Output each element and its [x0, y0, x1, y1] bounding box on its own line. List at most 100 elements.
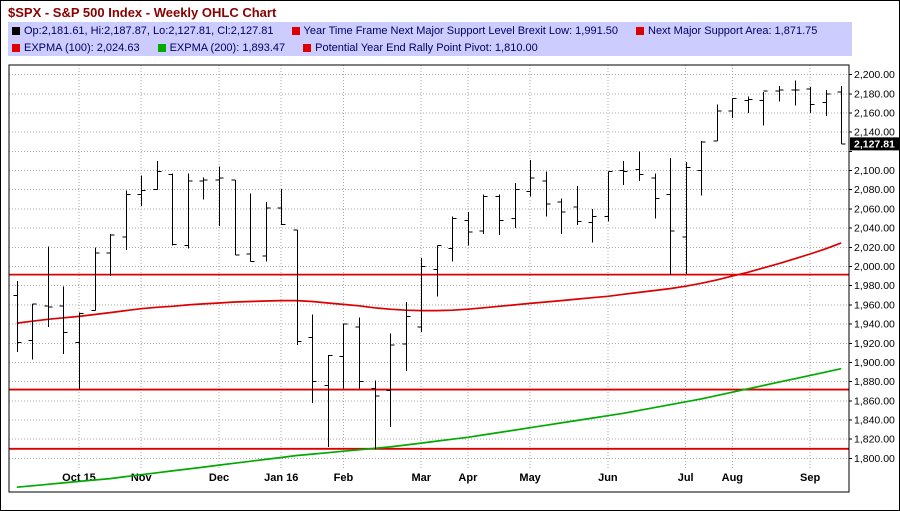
- legend-label-ohlc: Op:2,181.61, Hi:2,187.87, Lo:2,127.81, C…: [24, 24, 274, 37]
- ohlc-color-swatch: [12, 26, 20, 35]
- y-tick-label: 1,980.00: [854, 280, 895, 292]
- ohlc-bar: [682, 161, 691, 275]
- ohlc-bar: [106, 233, 115, 277]
- plot-background: [9, 65, 849, 492]
- ohlc-bar: [806, 87, 815, 113]
- ohlc-bar: [619, 161, 628, 185]
- chart-area: 2,200.00 2,180.00 2,160.00 2,140.00 2,100.00…: [1, 57, 899, 507]
- x-tick-label: May: [519, 472, 541, 484]
- legend-row-2: EXPMA (100): 2,024.63 EXPMA (200): 1,893…: [8, 39, 852, 56]
- ohlc-bar: [495, 194, 504, 235]
- ohlc-bar: [713, 104, 722, 142]
- legend-item-brexit-low: Year Time Frame Next Major Support Level…: [291, 24, 618, 37]
- ohlc-bar: [59, 286, 68, 354]
- ohlc-bar: [417, 257, 426, 332]
- support-lines: [9, 273, 849, 450]
- legend-label-brexit-low: Year Time Frame Next Major Support Level…: [303, 24, 618, 37]
- y-tick-label: 2,100.00: [854, 165, 895, 177]
- y-tick-label: 1,860.00: [854, 395, 895, 407]
- y-tick-label: 1,960.00: [854, 299, 895, 311]
- y-tick-label: 1,800.00: [854, 453, 895, 465]
- ohlc-bar: [246, 193, 255, 263]
- y-tick-label: 1,920.00: [854, 338, 895, 350]
- x-tick-label: Aug: [722, 472, 743, 484]
- ohlc-bar: [184, 173, 193, 249]
- x-tick-label: Dec: [209, 472, 229, 484]
- ohlc-bar: [479, 194, 488, 234]
- x-tick-label: Jan 16: [264, 472, 298, 484]
- last-price-label: 2,127.81: [854, 138, 895, 150]
- ohlc-bar: [277, 188, 286, 226]
- ohlc-bar: [231, 179, 240, 256]
- ohlc-bar: [837, 86, 846, 145]
- x-tick-label: Sep: [800, 472, 820, 484]
- chart-title: $SPX - S&P 500 Index - Weekly OHLC Chart: [8, 5, 277, 20]
- y-tick-label: 1,880.00: [854, 376, 895, 388]
- ohlc-bar: [728, 98, 737, 118]
- ohlc-bar: [168, 173, 177, 246]
- rally-pivot-color-swatch: [303, 43, 312, 52]
- legend-row-1: Op:2,181.61, Hi:2,187.87, Lo:2,127.81, C…: [8, 22, 852, 39]
- y-tick-label: 2,000.00: [854, 261, 895, 273]
- legend-item-rally-pivot: Potential Year End Rally Point Pivot: 1,…: [303, 42, 538, 54]
- ohlc-bar: [137, 175, 146, 207]
- ohlc-bar: [386, 333, 395, 427]
- ohlc-bar: [822, 89, 831, 116]
- ohlc-bar: [666, 158, 675, 276]
- ohlc-bar: [697, 140, 706, 196]
- expma-200-color-swatch: [157, 43, 166, 52]
- ohlc-bar: [371, 380, 380, 449]
- ohlc-bar: [604, 171, 613, 222]
- legend-label-expma-200: EXPMA (200): 1,893.47: [169, 41, 286, 54]
- ohlc-bar: [791, 80, 800, 106]
- ohlc-bar: [324, 354, 333, 447]
- ohlc-bar: [448, 216, 457, 262]
- x-tick-label: Feb: [334, 472, 354, 484]
- ohlc-bar: [402, 302, 411, 372]
- ohlc-bar: [775, 86, 784, 102]
- ohlc-bar: [215, 166, 224, 227]
- x-tick-label: Apr: [458, 472, 478, 484]
- ohlc-bar: [28, 303, 37, 360]
- support-area-color-swatch: [636, 26, 644, 35]
- legend-label-rally-pivot: Potential Year End Rally Point Pivot: 1,…: [315, 41, 538, 54]
- ohlc-bar: [557, 198, 566, 234]
- plot-frame: [8, 64, 850, 493]
- ohlc-bar: [355, 317, 364, 389]
- legend-item-support-area: Next Major Support Area: 1,871.75: [636, 25, 817, 37]
- ohlc-chart-canvas: 2,200.00 2,180.00 2,160.00 2,140.00 2,100.00…: [8, 64, 899, 493]
- brexit-low-color-swatch: [291, 26, 300, 35]
- y-tick-label: 1,820.00: [854, 434, 895, 446]
- ohlc-bar: [635, 151, 644, 182]
- y-tick-label: 2,080.00: [854, 184, 895, 196]
- y-tick-label: 2,200.00: [854, 69, 895, 81]
- ohlc-bar: [759, 90, 768, 126]
- y-tick-label: 1,840.00: [854, 415, 895, 427]
- legend-item-expma-100: EXPMA (100): 2,024.63: [12, 42, 140, 54]
- y-tick-label: 2,140.00: [854, 127, 895, 139]
- legend-label-support-area: Next Major Support Area: 1,871.75: [648, 24, 818, 37]
- ohlc-bar: [91, 247, 100, 312]
- ohlc-bar: [651, 173, 660, 219]
- series-line-expma-200: [16, 367, 842, 489]
- ohlc-bar: [339, 323, 348, 389]
- x-tick-label: Jun: [598, 472, 618, 484]
- ohlc-bar: [262, 202, 271, 262]
- y-tick-label: 1,940.00: [854, 319, 895, 331]
- ohlc-bar: [464, 211, 473, 246]
- ohlc-bar: [75, 312, 84, 390]
- chart-legend: Op:2,181.61, Hi:2,187.87, Lo:2,127.81, C…: [8, 22, 852, 56]
- ohlc-bar: [526, 160, 535, 197]
- y-tick-label: 2,040.00: [854, 223, 895, 235]
- y-tick-label: 2,060.00: [854, 203, 895, 215]
- price-axis: 2,200.00 2,180.00 2,160.00 2,140.00 2,100.00…: [849, 69, 895, 465]
- ohlc-bar: [199, 177, 208, 200]
- ohlc-bar: [13, 280, 22, 352]
- ohlc-bar: [542, 171, 551, 217]
- last-price-tag: 2,127.81: [850, 137, 899, 151]
- ohlc-bar: [44, 246, 53, 327]
- ohlc-bar: [511, 183, 520, 229]
- ohlc-bars: [13, 80, 846, 449]
- y-tick-label: 1,900.00: [854, 357, 895, 369]
